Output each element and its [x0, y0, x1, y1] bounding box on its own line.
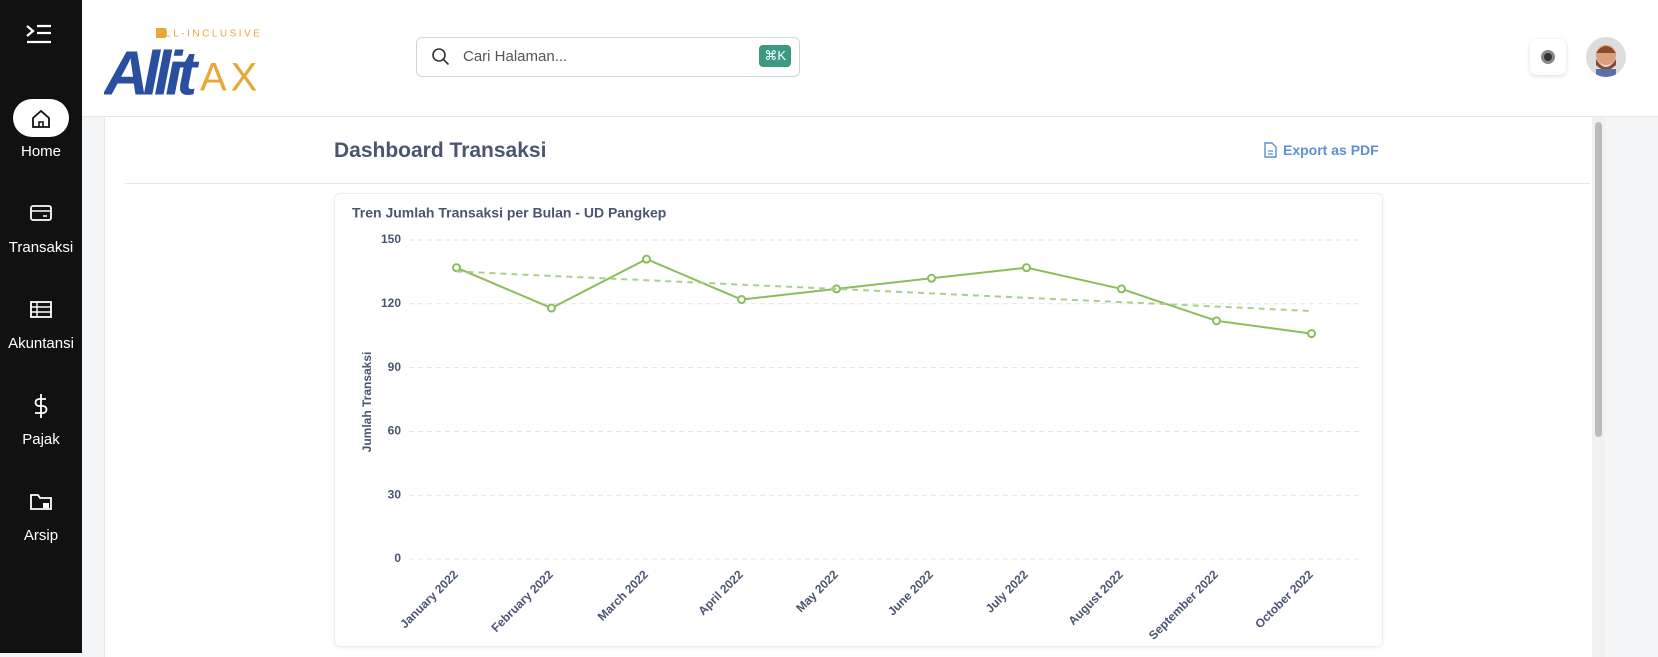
y-tick-label: 150 [381, 232, 401, 246]
point [1212, 316, 1221, 326]
x-tick-label: June 2022 [885, 567, 936, 618]
point [737, 295, 746, 305]
point [452, 263, 461, 273]
page-title: Dashboard Transaksi [334, 139, 547, 162]
logo-tagline: ALL-INCLUSIVE [156, 29, 262, 40]
nav-pajak[interactable]: Pajak [0, 387, 82, 448]
nav-label: Akuntansi [8, 335, 74, 352]
x-tick-label: October 2022 [1252, 567, 1316, 631]
scrollbar [1592, 117, 1605, 657]
export-label: Export as PDF [1283, 142, 1379, 158]
nav-akuntansi[interactable]: Akuntansi [0, 291, 82, 352]
x-tick-label: March 2022 [595, 567, 651, 623]
nav-home[interactable]: Home [0, 99, 82, 160]
x-tick-label: February 2022 [488, 567, 556, 635]
nav-label: Pajak [22, 431, 60, 448]
sidebar: Home Transaksi Akuntansi Pajak Arsip [0, 0, 82, 653]
chart: Tren Jumlah Transaksi per Bulan - UD Pan… [352, 205, 1359, 642]
y-tick-label: 120 [381, 296, 401, 310]
export-button[interactable]: Export as PDF [1263, 142, 1379, 158]
nav-arsip[interactable]: Arsip [0, 483, 82, 544]
logo-main: Allit [104, 39, 199, 108]
y-axis-label: Jumlah Transaksi [360, 352, 374, 453]
search-box[interactable]: Cari Halaman... ⌘K [416, 37, 800, 77]
y-tick-label: 30 [388, 487, 402, 501]
nav-label: Arsip [23, 527, 59, 544]
nav-transaksi[interactable]: Transaksi [0, 195, 82, 256]
nav-label: Transaksi [8, 239, 74, 256]
x-tick-label: August 2022 [1066, 567, 1127, 628]
theme-toggle[interactable] [1530, 39, 1566, 75]
search-shortcut: ⌘K [759, 45, 791, 67]
y-tick-label: 90 [388, 360, 402, 374]
avatar[interactable] [1586, 37, 1626, 77]
point [927, 273, 936, 283]
y-tick-label: 60 [388, 424, 402, 438]
divider [125, 183, 1590, 184]
y-tick-label: 0 [394, 551, 401, 565]
chart-title: Tren Jumlah Transaksi per Bulan - UD Pan… [352, 205, 666, 221]
top-bar: ALL-INCLUSIVE Allit AX Cari Halaman... ⌘… [82, 0, 1658, 117]
chart-card: Tren Jumlah Transaksi per Bulan - UD Pan… [334, 193, 1383, 647]
logo[interactable]: ALL-INCLUSIVE Allit AX [104, 8, 274, 108]
x-tick-label: April 2022 [695, 567, 746, 618]
nav-label: Home [20, 143, 61, 160]
series-line [456, 258, 1312, 335]
logo-suffix: AX [200, 56, 261, 100]
content-panel: Dashboard Transaksi Export as PDF Tren J… [104, 117, 1605, 657]
point [1022, 263, 1031, 273]
point [1117, 284, 1126, 294]
x-tick-label: September 2022 [1146, 567, 1221, 642]
point [547, 303, 556, 313]
search-placeholder: Cari Halaman... [463, 48, 568, 65]
menu-toggle[interactable] [24, 22, 54, 48]
x-tick-label: May 2022 [793, 567, 841, 615]
x-tick-label: January 2022 [397, 567, 461, 631]
point [642, 254, 651, 264]
point [1307, 329, 1316, 339]
x-tick-label: July 2022 [983, 567, 1031, 615]
